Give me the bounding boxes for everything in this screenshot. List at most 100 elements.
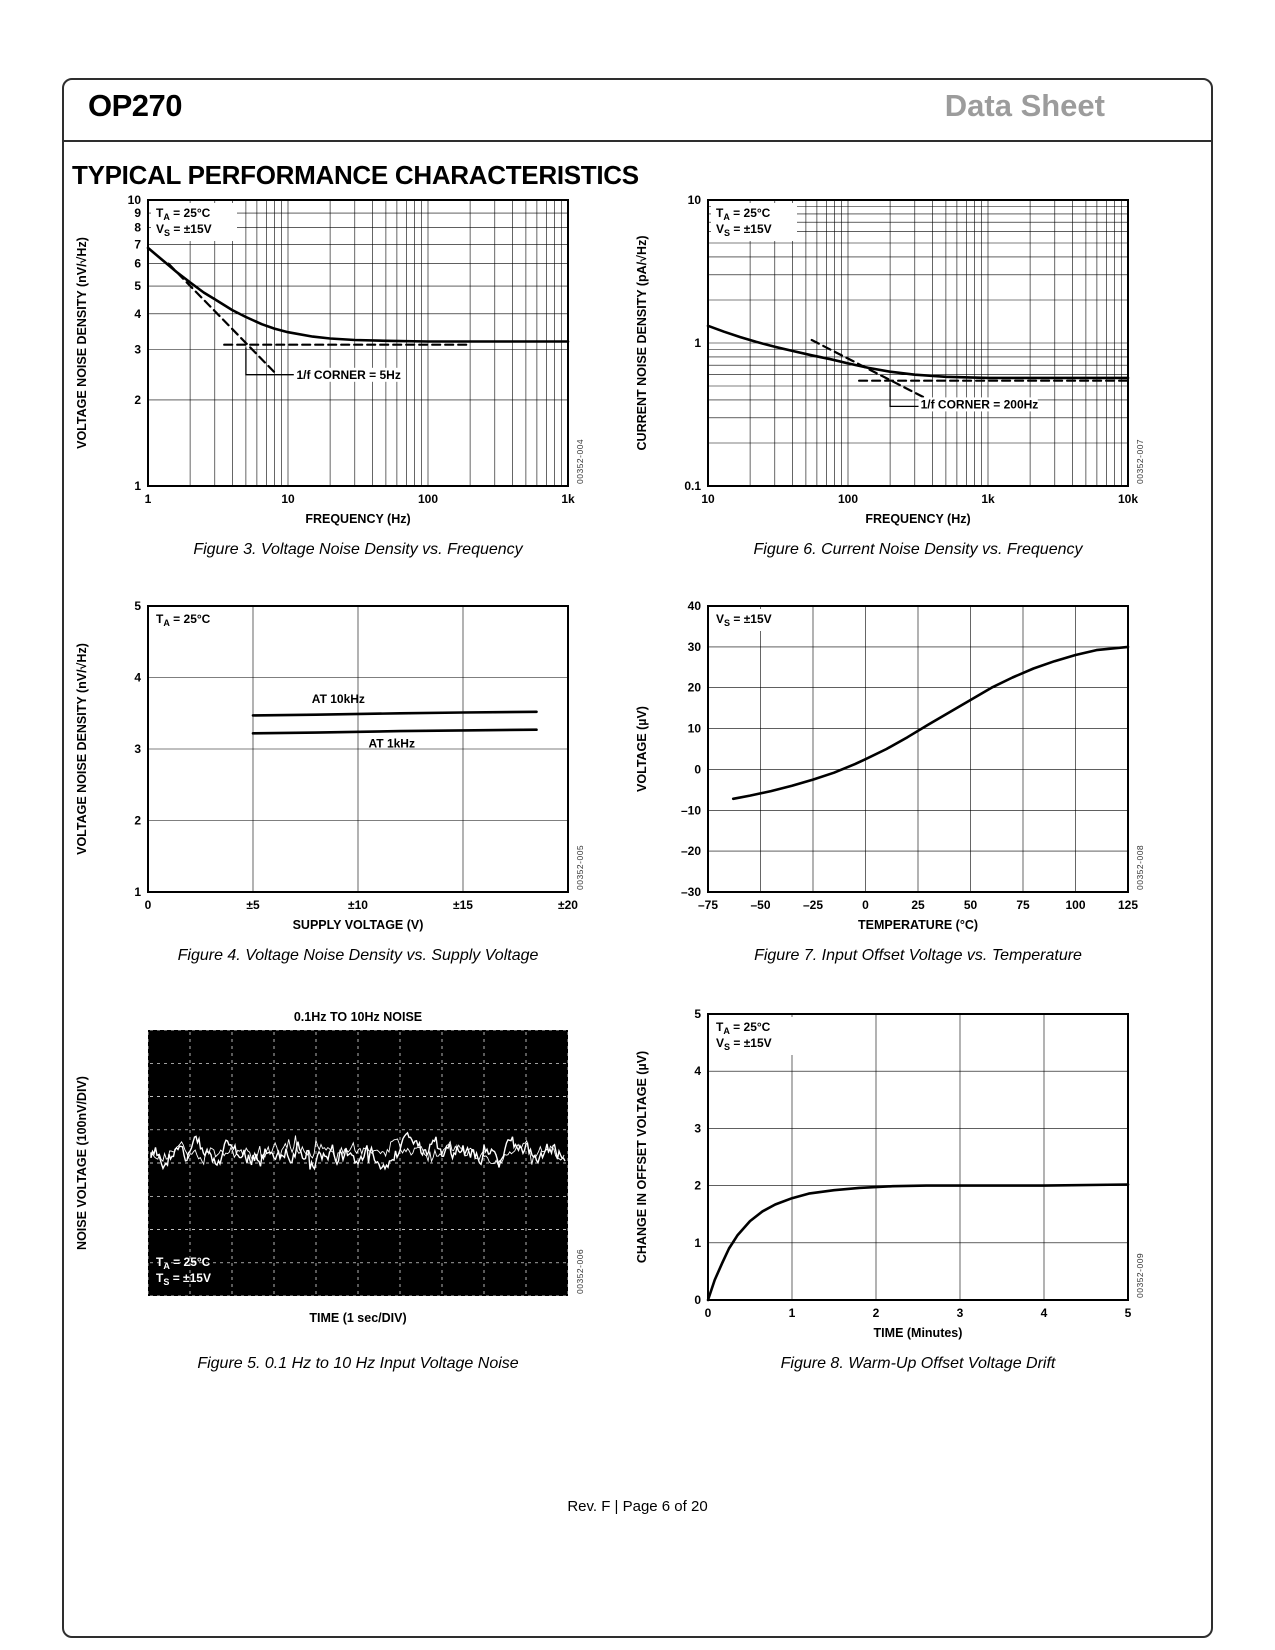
svg-text:6: 6 <box>134 256 141 270</box>
svg-text:3: 3 <box>134 343 141 357</box>
svg-text:40: 40 <box>688 599 702 613</box>
svg-text:0: 0 <box>694 1293 701 1307</box>
noise-trace <box>150 1135 565 1166</box>
svg-text:00352-005: 00352-005 <box>575 845 585 890</box>
svg-text:3: 3 <box>694 1121 701 1135</box>
svg-text:10: 10 <box>701 492 715 506</box>
page-footer: Rev. F | Page 6 of 20 <box>567 1498 708 1515</box>
svg-text:FREQUENCY (Hz): FREQUENCY (Hz) <box>865 512 970 526</box>
svg-text:1: 1 <box>134 885 141 899</box>
figure-5: 0.1Hz TO 10Hz NOISE TA = 25°C TS = ±15V TIM… <box>70 1004 650 1373</box>
product-title: OP270 <box>88 88 183 123</box>
svg-text:TA = 25°C: TA = 25°C <box>156 206 211 222</box>
plot-area <box>707 199 1129 487</box>
svg-text:2: 2 <box>134 393 141 407</box>
svg-text:TA = 25°C: TA = 25°C <box>716 206 771 222</box>
svg-text:–10: –10 <box>681 803 701 817</box>
section-title: TYPICAL PERFORMANCE CHARACTERISTICS <box>72 160 639 190</box>
chart-svg-fig6: 10 100 1k 10k 0.1 1 10 FREQUENCY (Hz) CURRENT NO… <box>635 193 1145 526</box>
svg-text:TA = 25°C: TA = 25°C <box>716 1020 771 1036</box>
svg-text:10: 10 <box>128 193 142 207</box>
figure-6-chart: 10 100 1k 10k 0.1 1 10 FREQUENCY (Hz) CURRENT NO… <box>630 190 1210 538</box>
svg-text:VOLTAGE NOISE DENSITY (nV/√Hz): VOLTAGE NOISE DENSITY (nV/√Hz) <box>75 643 89 855</box>
svg-text:00352-006: 00352-006 <box>575 1249 585 1294</box>
figure-7-caption: Figure 7. Input Offset Voltage vs. Tempe… <box>754 947 1082 964</box>
svg-text:TA = 25°C: TA = 25°C <box>156 612 211 628</box>
svg-text:±10: ±10 <box>348 898 368 912</box>
svg-text:3: 3 <box>957 1306 964 1320</box>
svg-text:VS = ±15V: VS = ±15V <box>156 222 212 238</box>
svg-text:±5: ±5 <box>246 898 260 912</box>
header-rule <box>62 140 1213 142</box>
figure-5-chart: 0.1Hz TO 10Hz NOISE TA = 25°C TS = ±15V TIM… <box>70 1004 650 1352</box>
figure-3: 1 10 100 1k 1 2 3 4 5 6 7 8 9 10 FREQUENCY (Hz) VOLTAGE… <box>70 190 650 559</box>
svg-text:1: 1 <box>145 492 152 506</box>
svg-text:1: 1 <box>694 336 701 350</box>
figure-4-caption: Figure 4. Voltage Noise Density vs. Supp… <box>177 947 539 964</box>
svg-text:125: 125 <box>1118 898 1138 912</box>
figure-3-chart: 1 10 100 1k 1 2 3 4 5 6 7 8 9 10 FREQUENCY (Hz) VOLTAGE… <box>70 190 650 538</box>
svg-text:FREQUENCY (Hz): FREQUENCY (Hz) <box>305 512 410 526</box>
svg-text:TIME (Minutes): TIME (Minutes) <box>874 1326 963 1340</box>
svg-text:8: 8 <box>134 221 141 235</box>
svg-text:7: 7 <box>134 237 141 251</box>
svg-text:TIME (1 sec/DIV): TIME (1 sec/DIV) <box>309 1311 406 1325</box>
plot-area <box>147 199 569 487</box>
figure-5-caption: Figure 5. 0.1 Hz to 10 Hz Input Voltage … <box>197 1355 519 1372</box>
plot-area <box>707 605 1129 893</box>
svg-text:0: 0 <box>694 762 701 776</box>
chart-svg-fig7: –75 –50 –25 0 25 50 75 100 125 –30 –20 –10 0 10 20 30 40… <box>635 599 1145 932</box>
svg-text:50: 50 <box>964 898 978 912</box>
svg-text:AT 10kHz: AT 10kHz <box>312 692 365 706</box>
svg-text:TA = 25°C: TA = 25°C <box>156 1255 211 1271</box>
svg-text:1: 1 <box>694 1236 701 1250</box>
svg-text:00352-004: 00352-004 <box>575 439 585 484</box>
svg-text:1/f CORNER = 200Hz: 1/f CORNER = 200Hz <box>921 397 1039 411</box>
svg-text:SUPPLY VOLTAGE (V): SUPPLY VOLTAGE (V) <box>293 918 424 932</box>
svg-text:00352-009: 00352-009 <box>1135 1253 1145 1298</box>
svg-text:4: 4 <box>134 307 141 321</box>
svg-text:5: 5 <box>1125 1306 1132 1320</box>
svg-text:±20: ±20 <box>558 898 578 912</box>
figure-4: 0 ±5 ±10 ±15 ±20 1 2 3 4 5 SUPPLY VOLTAGE (V) VOLTA… <box>70 596 650 965</box>
svg-text:25: 25 <box>911 898 925 912</box>
svg-text:1k: 1k <box>561 492 575 506</box>
page-border <box>62 78 1213 1638</box>
svg-text:0: 0 <box>145 898 152 912</box>
svg-text:4: 4 <box>134 671 141 685</box>
svg-text:100: 100 <box>1065 898 1085 912</box>
svg-text:10: 10 <box>688 193 702 207</box>
chart-svg-fig5: 0.1Hz TO 10Hz NOISE TA = 25°CTS = ±15V TIM… <box>75 1010 585 1325</box>
svg-text:5: 5 <box>134 279 141 293</box>
figure-7: –75 –50 –25 0 25 50 75 100 125 –30 –20 –10 0 10 20 30 40… <box>630 596 1210 965</box>
figure-8-caption: Figure 8. Warm-Up Offset Voltage Drift <box>780 1355 1056 1372</box>
svg-text:TS = ±15V: TS = ±15V <box>156 1271 211 1287</box>
svg-text:00352-008: 00352-008 <box>1135 845 1145 890</box>
svg-text:0: 0 <box>862 898 869 912</box>
svg-text:–20: –20 <box>681 844 701 858</box>
svg-text:1k: 1k <box>981 492 995 506</box>
svg-text:3: 3 <box>134 742 141 756</box>
svg-text:5: 5 <box>134 599 141 613</box>
svg-text:2: 2 <box>873 1306 880 1320</box>
doc-type-label: Data Sheet <box>944 88 1105 123</box>
svg-text:VS = ±15V: VS = ±15V <box>716 222 772 238</box>
svg-text:2: 2 <box>694 1179 701 1193</box>
figure-8: 0 1 2 3 4 5 0 1 2 3 4 5 TIME (Minutes) CHANGE IN OFFS… <box>630 1004 1210 1373</box>
svg-text:AT 1kHz: AT 1kHz <box>369 737 415 751</box>
svg-text:VS = ±15V: VS = ±15V <box>716 612 772 628</box>
svg-text:10: 10 <box>281 492 295 506</box>
figure-6: 10 100 1k 10k 0.1 1 10 FREQUENCY (Hz) CURRENT NO… <box>630 190 1210 559</box>
svg-text:30: 30 <box>688 640 702 654</box>
svg-text:–30: –30 <box>681 885 701 899</box>
svg-text:1: 1 <box>134 479 141 493</box>
figure-7-chart: –75 –50 –25 0 25 50 75 100 125 –30 –20 –10 0 10 20 30 40… <box>630 596 1210 944</box>
svg-text:0: 0 <box>705 1306 712 1320</box>
svg-text:100: 100 <box>418 492 438 506</box>
svg-text:100: 100 <box>838 492 858 506</box>
noise-trace <box>150 1131 566 1171</box>
plot-area <box>707 1013 1129 1301</box>
figure-3-caption: Figure 3. Voltage Noise Density vs. Freq… <box>193 541 523 558</box>
